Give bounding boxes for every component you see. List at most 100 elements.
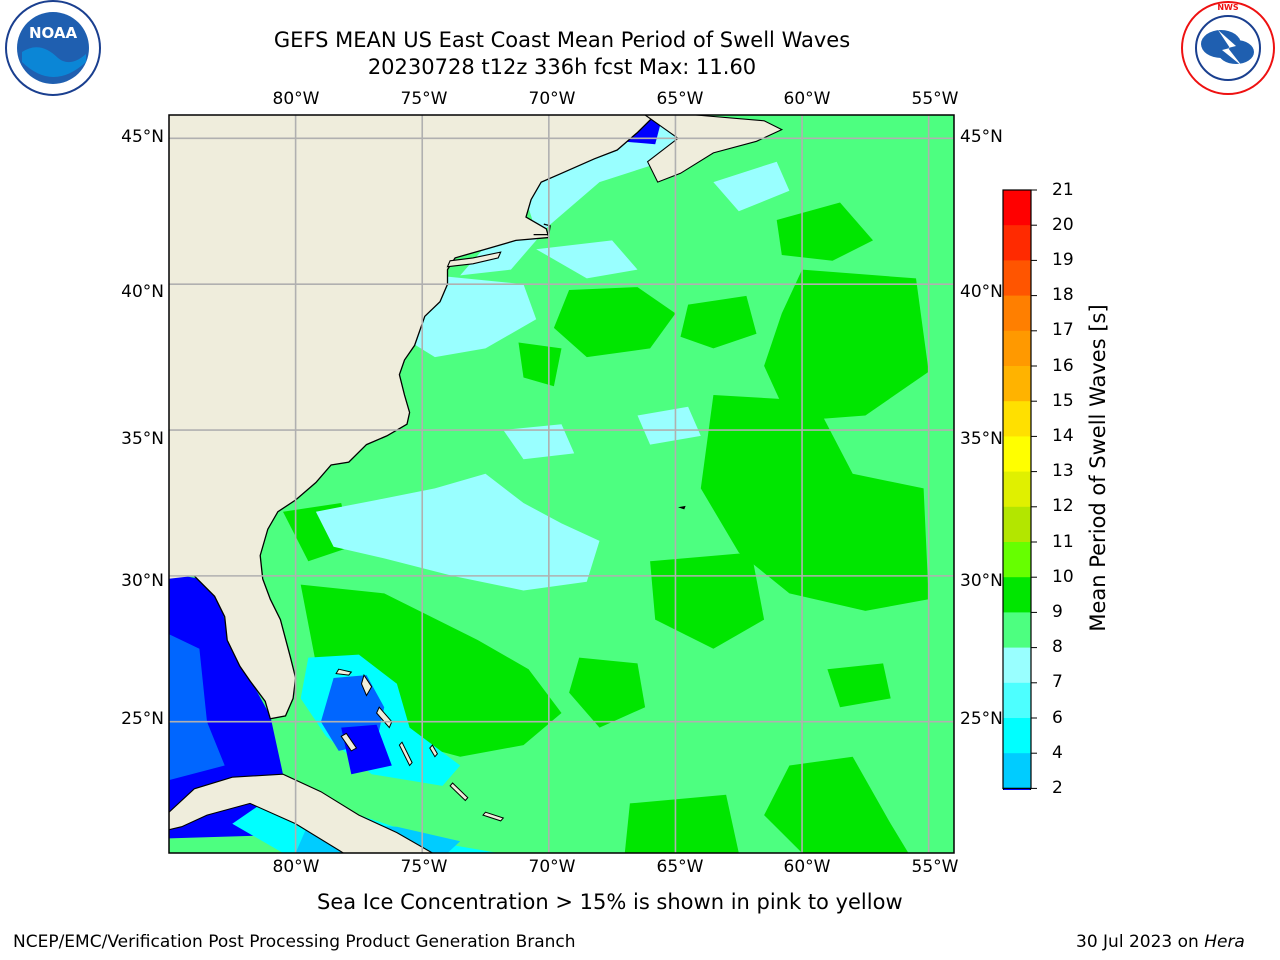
swell-zone-8-9s	[637, 406, 701, 445]
colorbar-tick: 2	[1052, 778, 1063, 798]
colorbar-segment	[1003, 471, 1031, 508]
colorbar-tick: 11	[1052, 532, 1074, 552]
bahamas-island	[429, 744, 439, 758]
swell-zone-8-9s	[503, 424, 575, 460]
lat-label-left: 40°N	[121, 282, 164, 302]
cuba	[169, 773, 434, 853]
swell-patch-10-11s	[553, 287, 676, 358]
colorbar-segment	[1003, 506, 1031, 543]
lat-label-right: 30°N	[960, 571, 1003, 591]
colorbar-label: Mean Period of Swell Waves [s]	[1086, 304, 1110, 632]
swell-patch-10-11s	[700, 395, 929, 611]
credit-left: NCEP/EMC/Verification Post Processing Pr…	[13, 932, 576, 952]
colorbar-segment	[1003, 542, 1031, 578]
lon-label-bottom: 80°W	[272, 857, 320, 877]
swell-patch-10-11s	[300, 584, 562, 757]
credit-machine: Hera	[1204, 932, 1245, 952]
colorbar-tick: 9	[1052, 602, 1063, 622]
colorbar-tick: 10	[1052, 567, 1074, 587]
chart-subtitle: 20230728 t12z 336h fcst Max: 11.60	[367, 55, 757, 79]
lon-label-top: 65°W	[656, 89, 704, 109]
swell-patch-10-11s	[624, 794, 739, 853]
map-frame	[168, 114, 955, 854]
colorbar-tick: 18	[1052, 285, 1074, 305]
lat-label-left: 25°N	[121, 709, 164, 729]
swell-patch-10-11s	[518, 342, 562, 387]
swell-patch-10-11s	[827, 663, 891, 708]
sea-ice-note: Sea Ice Concentration > 15% is shown in …	[317, 890, 903, 914]
svg-text:NOAA: NOAA	[29, 24, 78, 42]
colorbar-segment	[1003, 401, 1031, 437]
colorbar-tick: 20	[1052, 215, 1074, 235]
swell-patch-10-11s	[776, 202, 873, 261]
colorbar-tick: 14	[1052, 426, 1074, 446]
colorbar-segment	[1003, 225, 1031, 261]
bahamas-island	[482, 811, 505, 822]
colorbar-tick: 4	[1052, 743, 1063, 763]
swell-zone-8-9s	[713, 161, 790, 212]
long-island	[446, 251, 502, 268]
lon-label-bottom: 65°W	[656, 857, 704, 877]
colorbar-tick: 15	[1052, 391, 1074, 411]
lat-label-left: 45°N	[121, 127, 164, 147]
colorbar-segment	[1003, 718, 1031, 754]
swell-patch-10-11s	[569, 657, 646, 728]
chart-title: GEFS MEAN US East Coast Mean Period of S…	[273, 28, 851, 52]
lat-label-left: 35°N	[121, 429, 164, 449]
colorbar-tick: 17	[1052, 320, 1074, 340]
swell-zone-8-9s	[536, 240, 638, 279]
credit-right: 30 Jul 2023 on Hera	[1076, 932, 1245, 952]
bahamas-island	[335, 668, 353, 676]
colorbar-segment	[1003, 682, 1031, 719]
swell-patch-10-11s	[680, 295, 757, 349]
swell-patch-10-11s	[764, 756, 909, 853]
colorbar-frame	[1002, 189, 1032, 790]
colorbar-segment	[1003, 366, 1031, 402]
lon-label-bottom: 70°W	[528, 857, 576, 877]
colorbar-tick: 13	[1052, 461, 1074, 481]
colorbar-segment	[1003, 436, 1031, 473]
lon-label-bottom: 55°W	[911, 857, 959, 877]
lon-label-bottom: 60°W	[783, 857, 831, 877]
colorbar-segment	[1003, 190, 1031, 226]
lat-label-left: 30°N	[121, 571, 164, 591]
gulf-low-period	[169, 573, 359, 839]
colorbar-segment	[1003, 260, 1031, 297]
lon-label-top: 60°W	[783, 89, 831, 109]
bahamas-island	[340, 732, 358, 752]
colorbar-segment	[1003, 753, 1031, 789]
noaa-logo: NOAA	[5, 0, 101, 96]
colorbar-tick: 19	[1052, 250, 1074, 270]
lat-label-right: 40°N	[960, 282, 1003, 302]
colorbar-tick: 6	[1052, 708, 1063, 728]
swell-patch-10-11s	[764, 269, 929, 422]
bermuda	[678, 505, 686, 510]
svg-text:NWS: NWS	[1217, 3, 1239, 12]
swell-zone-8-9s	[315, 473, 600, 591]
colorbar-tick: 12	[1052, 496, 1074, 516]
colorbar-tick: 16	[1052, 356, 1074, 376]
lat-label-right: 35°N	[960, 429, 1003, 449]
nova-scotia	[643, 114, 784, 183]
colorbar-segment	[1003, 577, 1031, 613]
colorbar-segment	[1003, 612, 1031, 649]
lon-label-bottom: 75°W	[400, 857, 448, 877]
colorbar-tick: 7	[1052, 672, 1063, 692]
colorbar-segment	[1003, 330, 1031, 367]
colorbar-tick: 21	[1052, 180, 1074, 200]
colorbar-tick: 8	[1052, 637, 1063, 657]
credit-date: 30 Jul 2023 on	[1076, 932, 1205, 952]
lon-label-top: 70°W	[528, 89, 576, 109]
lon-label-top: 55°W	[911, 89, 959, 109]
bahamas-island	[360, 673, 373, 697]
us-east-coast-land	[169, 115, 656, 719]
bahamas-island	[449, 782, 469, 802]
bahamas-banks	[341, 724, 392, 775]
colorbar-segment	[1003, 647, 1031, 684]
lat-label-right: 45°N	[960, 127, 1003, 147]
national-weather-service-logo: NWS	[1181, 1, 1275, 95]
lon-label-top: 80°W	[272, 89, 320, 109]
lat-label-right: 25°N	[960, 709, 1003, 729]
colorbar-segment	[1003, 295, 1031, 332]
